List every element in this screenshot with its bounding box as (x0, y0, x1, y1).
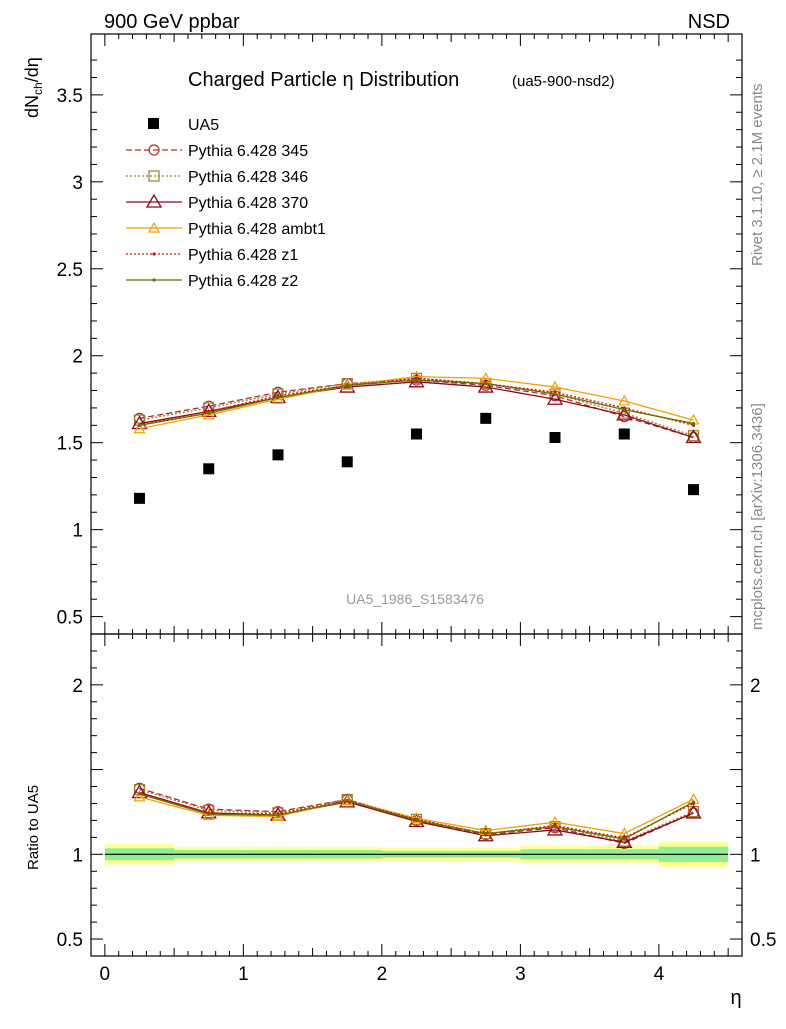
legend-marker-3 (147, 221, 161, 233)
series-point-2 (685, 429, 702, 444)
data-point (480, 412, 492, 424)
ratio-frame (90, 633, 743, 957)
data-point (411, 428, 422, 440)
ratio-point-2 (685, 804, 702, 819)
y-tick-label-main: 3 (72, 173, 83, 194)
legend-marker-1 (148, 170, 160, 182)
chart-subtitle: (ua5-900-nsd2) (512, 73, 615, 90)
side-mcplots: mcplots.cern.ch [arXiv:1306.3436] (749, 403, 766, 630)
ratio-point-3 (410, 811, 423, 823)
legend-label-5: Pythia 6.428 z2 (188, 273, 298, 290)
series-point-5 (622, 408, 626, 412)
data-point (341, 456, 353, 468)
ratio-point-5 (345, 799, 349, 803)
data-point (549, 431, 561, 443)
data-point (272, 449, 284, 461)
ratio-line-5 (139, 793, 694, 840)
series-point-3 (271, 392, 285, 404)
series-point-5 (276, 395, 280, 400)
legend-marker-5 (152, 278, 156, 282)
series-point-5 (691, 421, 696, 426)
ratio-point-3 (341, 794, 354, 806)
legend-label-data: UA5 (188, 117, 219, 134)
ratio-point-3 (133, 790, 146, 802)
ratio-point-5 (553, 825, 557, 829)
y-axis-label-ratio: Ratio to UA5 (25, 785, 42, 870)
ratio-point-5 (137, 792, 142, 796)
y-tick-label-ratio: 0.5 (57, 930, 83, 951)
legend-label-3: Pythia 6.428 ambt1 (188, 221, 326, 238)
y-tick-label-ratio: 2 (72, 676, 83, 697)
series-point-5 (207, 411, 211, 415)
ratio-point-5 (484, 832, 488, 836)
legend-label-0: Pythia 6.428 345 (188, 143, 308, 160)
ratio-point-2 (616, 833, 633, 848)
series-point-2 (477, 378, 494, 393)
y-tick-label-main: 1 (72, 521, 83, 542)
x-tick-label: 1 (238, 964, 249, 985)
series-line-2 (139, 381, 694, 439)
ratio-point-2 (131, 784, 148, 799)
series-point-5 (345, 383, 349, 387)
main-panel: 0.5 1 1.5 2 2.5 3 3.5 (57, 33, 743, 635)
legend-marker-0 (148, 144, 160, 156)
y-tick-label-ratio: 1 (72, 845, 83, 866)
chart-title: Charged Particle η Distribution (188, 69, 459, 91)
ratio-panel: 0 1 2 3 4 0.5 0.5 1 1 2 2 (57, 633, 776, 985)
legend-marker-2 (145, 193, 163, 208)
series-point-5 (553, 392, 557, 396)
series-point-2 (200, 403, 217, 418)
data-point (203, 463, 215, 475)
series-point-5 (414, 378, 419, 382)
series-point-5 (137, 423, 142, 427)
y-tick-label-main: 3.5 (57, 86, 83, 107)
ratio-line-2 (139, 791, 694, 843)
series-point-2 (546, 390, 564, 405)
series-point-1 (341, 377, 353, 390)
legend-label-4: Pythia 6.428 z1 (188, 247, 298, 264)
ratio-point-2 (546, 821, 564, 836)
data-point (133, 492, 145, 504)
watermark: UA5_1986_S1583476 (346, 591, 484, 607)
ratio-point-5 (622, 837, 626, 841)
series-point-3 (618, 394, 631, 406)
ratio-point-5 (414, 818, 419, 823)
series-point-5 (484, 381, 488, 386)
series-point-2 (616, 406, 633, 421)
x-axis-label: η (730, 987, 741, 1009)
ratio-point-3 (202, 809, 215, 820)
y-tick-label-main: 2 (72, 347, 83, 368)
ratio-point-3 (271, 810, 285, 821)
side-rivet: Rivet 3.1.10, ≥ 2.1M events (749, 84, 766, 267)
y-tick-label-main: 2.5 (57, 260, 83, 281)
ratio-point-5 (691, 800, 696, 804)
y-tick-label-ratio-right: 2 (750, 676, 761, 697)
legend-marker-4 (152, 252, 156, 256)
y-tick-label-ratio-right: 0.5 (750, 930, 776, 951)
legend: UA5 Pythia 6.428 345 Pythia 6.428 346 Pythi… (126, 117, 326, 290)
y-tick-label-ratio-right: 1 (750, 845, 761, 866)
x-tick-label: 0 (100, 964, 111, 985)
series-point-3 (202, 408, 215, 420)
legend-label-1: Pythia 6.428 346 (188, 169, 308, 186)
data-point (688, 484, 700, 496)
series-line-3 (139, 375, 694, 430)
y-axis-label-main: dNch/dη (22, 57, 45, 118)
series-point-3 (133, 422, 146, 434)
header-left: 900 GeV ppbar (104, 11, 240, 33)
x-tick-label: 3 (515, 964, 526, 985)
y-tick-label-main: 1.5 (57, 434, 83, 455)
data-point (618, 428, 630, 440)
y-tick-label-main: 0.5 (57, 608, 83, 629)
legend-label-2: Pythia 6.428 370 (188, 195, 308, 212)
header-right: NSD (688, 11, 730, 33)
x-tick-label: 2 (377, 964, 388, 985)
legend-marker-data (148, 118, 159, 129)
x-tick-label: 4 (654, 964, 665, 985)
ratio-point-5 (207, 812, 211, 816)
ratio-point-5 (276, 813, 280, 817)
